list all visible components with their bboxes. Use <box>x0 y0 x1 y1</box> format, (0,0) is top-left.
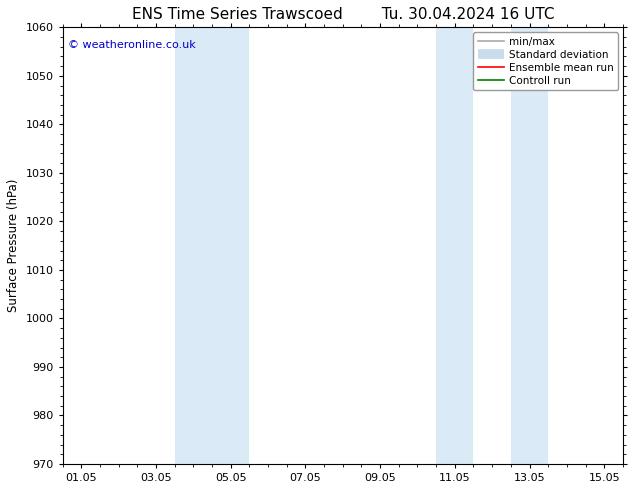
Bar <box>212 27 249 464</box>
Bar <box>436 27 474 464</box>
Text: © weatheronline.co.uk: © weatheronline.co.uk <box>68 40 196 50</box>
Bar <box>175 27 212 464</box>
Legend: min/max, Standard deviation, Ensemble mean run, Controll run: min/max, Standard deviation, Ensemble me… <box>474 32 618 90</box>
Title: ENS Time Series Trawscoed        Tu. 30.04.2024 16 UTC: ENS Time Series Trawscoed Tu. 30.04.2024… <box>131 7 554 22</box>
Y-axis label: Surface Pressure (hPa): Surface Pressure (hPa) <box>7 179 20 312</box>
Bar <box>511 27 548 464</box>
